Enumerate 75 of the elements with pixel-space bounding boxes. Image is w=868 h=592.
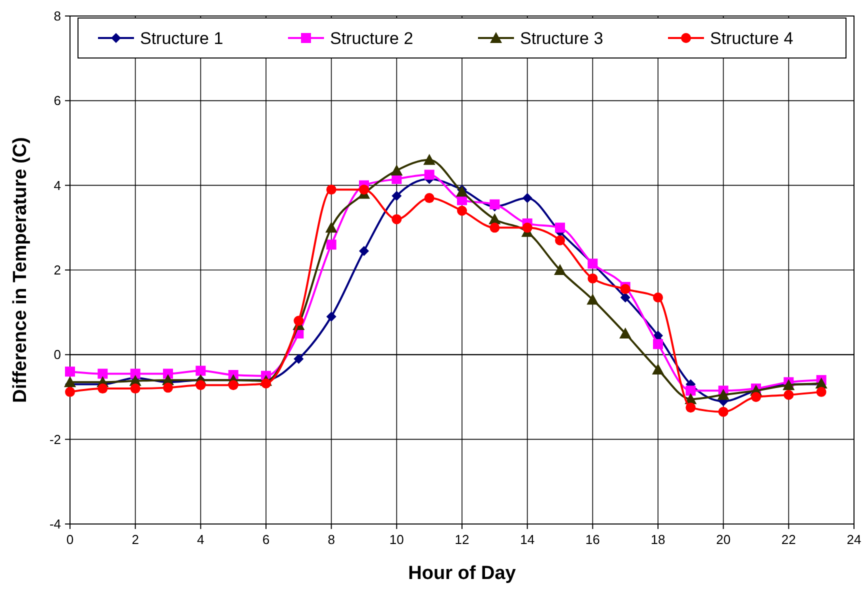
point (228, 380, 238, 390)
x-axis-title: Hour of Day (408, 563, 516, 584)
x-tick-label: 4 (197, 532, 204, 547)
y-tick-label: -2 (49, 432, 61, 447)
point (130, 368, 140, 379)
x-tick-label: 0 (66, 532, 74, 547)
point (457, 206, 467, 216)
point (294, 354, 304, 364)
point (620, 284, 630, 294)
point (326, 240, 336, 250)
point (490, 199, 500, 210)
point (64, 376, 76, 388)
point (652, 363, 664, 374)
x-tick-label: 16 (585, 532, 600, 547)
point (65, 366, 75, 377)
point (359, 184, 369, 195)
point (392, 214, 402, 224)
point (555, 222, 565, 233)
y-tick-label: -4 (49, 516, 61, 532)
point (196, 380, 206, 390)
point (522, 222, 532, 233)
point (653, 339, 663, 350)
y-axis-title: Difference in Temperature (C) (10, 137, 31, 403)
x-tick-label: 14 (520, 532, 535, 547)
point (554, 264, 566, 275)
y-tick-label: 2 (54, 262, 61, 278)
x-tick-label: 22 (781, 532, 796, 547)
point (98, 384, 108, 394)
y-tick-label: 6 (54, 93, 61, 108)
point (424, 193, 434, 204)
point (751, 392, 761, 402)
point (522, 193, 532, 204)
point (392, 190, 402, 201)
x-tick-label: 24 (846, 532, 862, 547)
point (555, 235, 565, 246)
point (619, 328, 632, 338)
point (686, 386, 696, 396)
legend-label: Structure 3 (520, 29, 604, 48)
x-tick-label: 18 (650, 532, 666, 547)
point (588, 273, 598, 284)
point (65, 386, 75, 397)
point (390, 164, 403, 176)
point (620, 292, 630, 303)
point (686, 402, 696, 413)
legend-label: Structure 1 (140, 29, 224, 48)
y-tick-label: 8 (54, 8, 61, 24)
point (163, 382, 173, 393)
point (784, 390, 794, 400)
point (359, 246, 369, 256)
x-tick-label: 8 (328, 532, 335, 547)
point (325, 222, 338, 233)
x-tick-label: 10 (389, 532, 404, 547)
point (653, 292, 663, 303)
point (586, 294, 599, 305)
point (424, 170, 434, 180)
point (490, 222, 500, 233)
y-tick-label: 0 (54, 347, 61, 362)
point (196, 366, 206, 376)
point (294, 316, 304, 326)
point (326, 312, 336, 322)
point (261, 378, 271, 388)
x-tick-label: 20 (716, 532, 731, 547)
point (423, 154, 436, 165)
x-tick-label: 2 (132, 532, 139, 547)
point (718, 406, 728, 417)
point (326, 184, 336, 195)
point (717, 388, 730, 400)
point (130, 384, 140, 394)
legend-label: Structure 4 (710, 29, 794, 48)
x-tick-label: 6 (262, 532, 270, 547)
x-tick-label: 12 (454, 532, 470, 547)
y-tick-label: 4 (54, 178, 61, 193)
point (98, 368, 108, 379)
legend-label: Structure 2 (330, 29, 414, 48)
point (816, 386, 826, 397)
